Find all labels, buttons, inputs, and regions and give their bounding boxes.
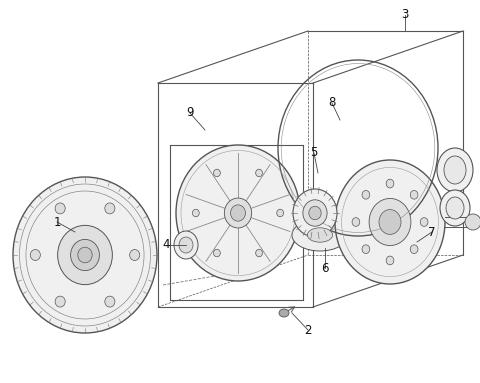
Ellipse shape — [192, 209, 199, 217]
Ellipse shape — [71, 239, 99, 271]
Ellipse shape — [256, 249, 263, 257]
Ellipse shape — [78, 247, 92, 263]
Ellipse shape — [230, 205, 245, 221]
Ellipse shape — [420, 218, 428, 226]
Text: 5: 5 — [310, 147, 318, 159]
Text: 3: 3 — [401, 8, 408, 21]
Ellipse shape — [174, 231, 198, 259]
Ellipse shape — [55, 296, 65, 307]
Ellipse shape — [179, 237, 193, 253]
Ellipse shape — [277, 209, 284, 217]
Ellipse shape — [379, 210, 401, 234]
Ellipse shape — [214, 249, 220, 257]
Ellipse shape — [386, 256, 394, 265]
Ellipse shape — [105, 203, 115, 214]
Text: 1: 1 — [53, 216, 61, 229]
Ellipse shape — [293, 189, 337, 237]
Ellipse shape — [309, 206, 321, 220]
Ellipse shape — [465, 214, 480, 230]
Ellipse shape — [335, 160, 445, 284]
Ellipse shape — [410, 245, 418, 254]
Ellipse shape — [176, 145, 300, 281]
Text: 7: 7 — [428, 226, 436, 239]
Ellipse shape — [446, 197, 464, 219]
Ellipse shape — [440, 190, 470, 226]
Text: 2: 2 — [304, 324, 312, 337]
Ellipse shape — [224, 198, 252, 228]
Ellipse shape — [105, 296, 115, 307]
Ellipse shape — [444, 156, 466, 184]
Text: 4: 4 — [162, 239, 170, 252]
Ellipse shape — [13, 177, 157, 333]
Ellipse shape — [292, 219, 348, 251]
Ellipse shape — [307, 228, 333, 242]
Ellipse shape — [214, 169, 220, 177]
Ellipse shape — [352, 218, 360, 226]
Ellipse shape — [279, 309, 289, 317]
Ellipse shape — [30, 250, 40, 260]
Ellipse shape — [130, 250, 140, 260]
Ellipse shape — [55, 203, 65, 214]
Ellipse shape — [256, 169, 263, 177]
Ellipse shape — [303, 200, 327, 226]
Text: 8: 8 — [328, 97, 336, 110]
Ellipse shape — [410, 190, 418, 199]
Ellipse shape — [437, 148, 473, 192]
Ellipse shape — [362, 245, 370, 254]
Ellipse shape — [369, 198, 411, 246]
Ellipse shape — [386, 179, 394, 188]
Text: 9: 9 — [186, 106, 194, 119]
Ellipse shape — [362, 190, 370, 199]
Text: 6: 6 — [321, 262, 329, 275]
Ellipse shape — [58, 225, 112, 285]
